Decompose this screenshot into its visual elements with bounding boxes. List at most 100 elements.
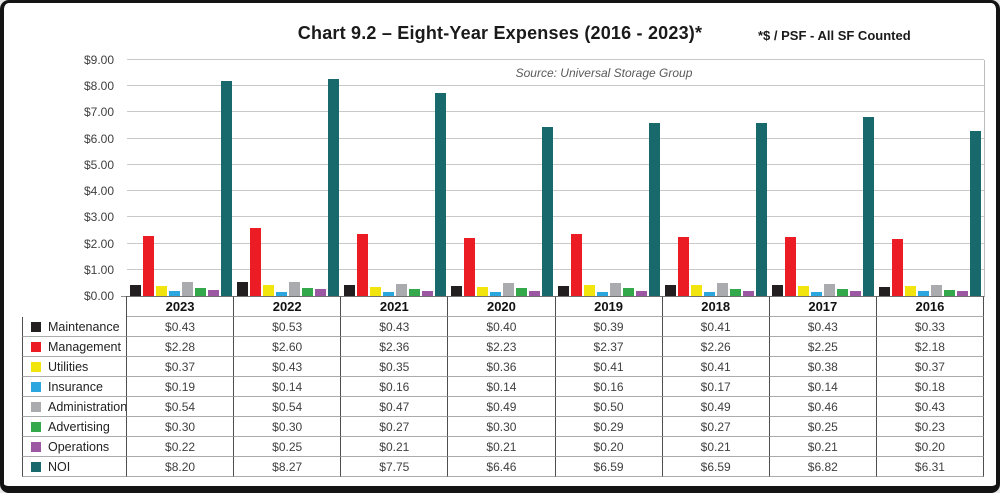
table-header-2017: 2017 [769,296,877,317]
bar-administration-2020 [502,283,514,296]
bar-administration-2023 [181,281,193,296]
table-value-utilities-2023: $0.37 [127,357,235,377]
bar-group-2017 [770,60,877,296]
legend-label: NOI [48,459,71,474]
table-header-2018: 2018 [662,296,770,317]
table-value-operations-2023: $0.22 [127,437,235,457]
table-value-administration-2021: $0.47 [341,397,449,417]
table-value-operations-2020: $0.21 [448,437,556,457]
chart-title: Chart 9.2 – Eight-Year Expenses (2016 - … [297,23,703,43]
table-corner-blank [22,296,127,317]
bar-maintenance-2023 [129,284,141,296]
bar-management-2016 [892,238,904,296]
x-axis-origin-tick [121,296,127,297]
table-value-management-2023: $2.28 [127,337,235,357]
bar-noi-2017 [863,117,875,296]
table-value-insurance-2016: $0.18 [876,377,984,397]
bar-group-2023 [127,60,234,296]
table-value-maintenance-2022: $0.53 [234,317,342,337]
legend-label: Maintenance [48,319,120,334]
legend-item-noi: NOI [22,457,127,477]
table-value-noi-2021: $7.75 [341,457,449,477]
bar-advertising-2023 [194,288,206,296]
table-value-advertising-2017: $0.25 [769,417,877,437]
bar-advertising-2016 [944,289,956,296]
bar-group-2019 [556,60,663,296]
legend-swatch-utilities [31,361,41,372]
legend-swatch-operations [31,441,41,452]
table-value-management-2019: $2.37 [555,337,663,357]
bar-noi-2022 [327,79,339,296]
bar-advertising-2021 [408,288,420,296]
table-header-2020: 2020 [448,296,556,317]
legend-item-advertising: Advertising [22,417,127,437]
bar-operations-2016 [957,290,969,296]
y-axis-tick-label: $1.00 [83,262,114,277]
table-value-advertising-2016: $0.23 [876,417,984,437]
y-axis-tick-label: $9.00 [83,53,114,67]
bar-maintenance-2017 [772,284,784,296]
bar-insurance-2017 [811,292,823,296]
table-value-operations-2019: $0.20 [555,437,663,457]
gridline [127,242,984,244]
bar-administration-2021 [395,283,407,296]
bar-advertising-2017 [837,289,849,296]
bar-insurance-2016 [918,291,930,296]
bar-management-2021 [356,234,368,296]
table-value-operations-2018: $0.21 [662,437,770,457]
table-value-noi-2020: $6.46 [448,457,556,477]
table-value-advertising-2019: $0.29 [555,417,663,437]
legend-label: Management [48,339,121,354]
gridline [127,190,984,192]
table-value-advertising-2020: $0.30 [448,417,556,437]
bar-administration-2022 [288,281,300,296]
bar-management-2022 [249,227,261,296]
table-value-insurance-2020: $0.14 [448,377,556,397]
table-header-2022: 2022 [234,296,342,317]
table-value-management-2020: $2.23 [448,337,556,357]
legend-item-utilities: Utilities [22,357,127,377]
bar-operations-2022 [314,289,326,296]
bar-advertising-2018 [730,288,742,296]
y-axis-tick-label: $2.00 [83,236,114,251]
bar-group-2021 [341,60,448,296]
legend-label: Operations [48,439,110,454]
psf-note: *$ / PSF - All SF Counted [758,28,911,43]
bar-administration-2017 [824,283,836,296]
bar-maintenance-2016 [879,287,891,296]
table-value-noi-2023: $8.20 [127,457,235,477]
gridline [127,268,984,270]
table-value-maintenance-2019: $0.39 [555,317,663,337]
bar-utilities-2019 [584,285,596,296]
bar-insurance-2019 [597,291,609,296]
legend-label: Utilities [48,359,89,374]
table-value-advertising-2022: $0.30 [234,417,342,437]
table-value-insurance-2022: $0.14 [234,377,342,397]
legend-item-administration: Administration [22,397,127,417]
bar-noi-2018 [756,123,768,296]
legend-item-insurance: Insurance [22,377,127,397]
table-value-maintenance-2016: $0.33 [876,317,984,337]
table-value-administration-2016: $0.43 [876,397,984,417]
bar-administration-2016 [931,284,943,296]
bar-management-2023 [142,236,154,296]
bar-maintenance-2019 [558,285,570,296]
table-value-utilities-2022: $0.43 [234,357,342,377]
bar-advertising-2019 [623,288,635,296]
bar-maintenance-2022 [236,282,248,296]
table-value-utilities-2019: $0.41 [555,357,663,377]
table-value-operations-2016: $0.20 [876,437,984,457]
bar-advertising-2020 [515,288,527,296]
bar-operations-2019 [636,290,648,296]
table-value-administration-2022: $0.54 [234,397,342,417]
table-value-utilities-2020: $0.36 [448,357,556,377]
table-value-administration-2017: $0.46 [769,397,877,417]
bar-noi-2020 [541,126,553,296]
bar-insurance-2023 [168,291,180,296]
table-value-management-2016: $2.18 [876,337,984,357]
legend-item-management: Management [22,337,127,357]
bar-insurance-2018 [704,291,716,296]
gridline [127,216,984,218]
table-value-noi-2018: $6.59 [662,457,770,477]
